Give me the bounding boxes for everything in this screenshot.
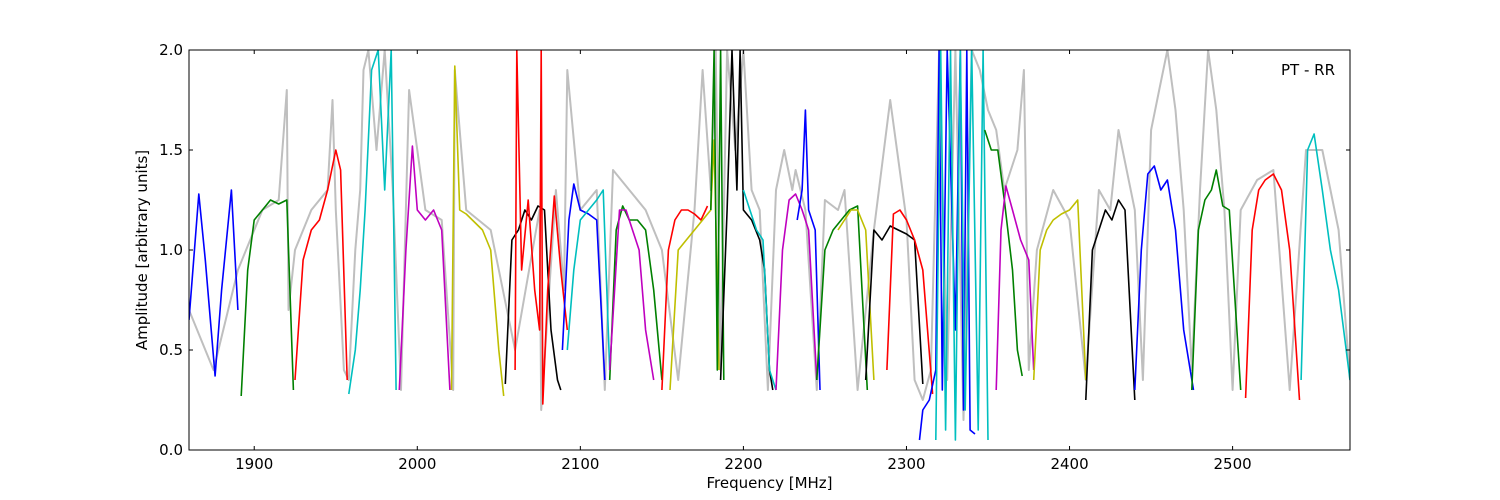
x-tick-label: 2000 [398, 455, 436, 473]
x-axis-label: Frequency [MHz] [706, 474, 832, 492]
series-line-10 [566, 189, 611, 371]
background-series-line [189, 50, 1350, 421]
series-line-25 [935, 50, 989, 441]
series-line-19 [796, 109, 821, 391]
x-tick-label: 2200 [724, 455, 762, 473]
series-line-9 [561, 183, 606, 381]
x-tick-label: 2300 [887, 455, 925, 473]
x-tick-label: 2100 [561, 455, 599, 473]
series-line-32 [1244, 173, 1301, 401]
y-tick-label: 0.0 [159, 441, 183, 459]
series-line-29 [1085, 199, 1136, 401]
ticks-layer: 1900 2000 2100 2200 2300 2400 2500 0.0 0.5 1.0 1.5… [159, 41, 1350, 473]
series-line-30 [1134, 165, 1195, 391]
x-tick-label: 2400 [1050, 455, 1088, 473]
series-line-4 [348, 50, 397, 395]
y-tick-label: 1.5 [159, 141, 183, 159]
series-line-31 [1191, 169, 1242, 391]
series-line-18 [775, 193, 818, 391]
series-line-15 [710, 50, 725, 381]
series-layer [189, 50, 1350, 441]
series-line-3 [294, 149, 348, 381]
series-line-6 [450, 65, 505, 397]
series-line-22 [864, 225, 924, 385]
series-line-23 [886, 209, 934, 395]
series-line-24 [918, 50, 976, 441]
series-line-13 [661, 205, 709, 391]
x-tick-label: 2500 [1214, 455, 1252, 473]
series-line-14 [669, 139, 720, 391]
series-line-8 [514, 50, 569, 405]
y-tick-label: 0.5 [159, 341, 183, 359]
y-axis-label: Amplitude [arbitrary units] [133, 150, 151, 350]
series-line-5 [398, 145, 451, 391]
series-line-33 [1300, 133, 1350, 381]
series-line-28 [1032, 199, 1087, 381]
series-line-2 [240, 199, 295, 397]
x-tick-label: 1900 [235, 455, 273, 473]
y-tick-label: 1.0 [159, 241, 183, 259]
series-line-27 [995, 185, 1035, 391]
y-tick-label: 2.0 [159, 41, 183, 59]
series-line-11 [608, 205, 663, 381]
series-line-21 [837, 209, 875, 381]
series-line-12 [608, 209, 655, 381]
series-line-20 [816, 205, 869, 391]
series-line-17 [742, 189, 777, 391]
chart-annotation: PT - RR [1281, 61, 1335, 79]
series-line-1 [189, 189, 239, 377]
